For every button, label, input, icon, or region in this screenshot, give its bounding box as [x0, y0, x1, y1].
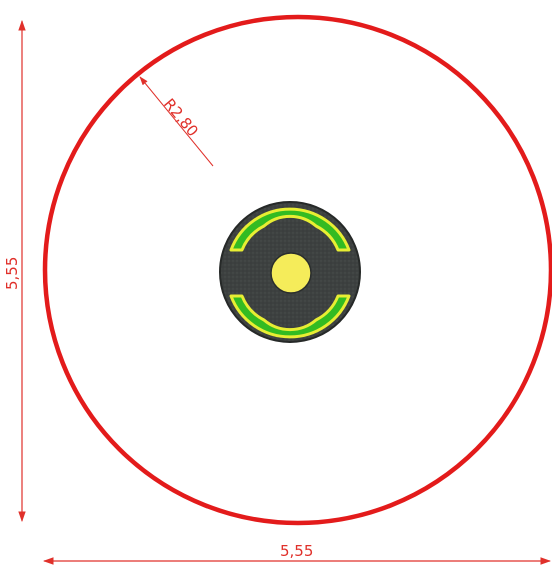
radius-leader-line [139, 76, 214, 167]
top-seat [229, 207, 351, 252]
radius-label: R2,80 [160, 95, 202, 140]
play-equipment [219, 201, 361, 343]
height-dimension: 5,55 [3, 19, 26, 523]
height-label: 5,55 [3, 257, 21, 290]
width-dimension: 5,55 [42, 542, 552, 565]
bottom-seat [229, 294, 351, 339]
radius-dimension: R2,80 [139, 76, 214, 167]
center-hub [270, 252, 312, 294]
width-label: 5,55 [280, 542, 313, 560]
safety-zone-circle [42, 14, 552, 526]
